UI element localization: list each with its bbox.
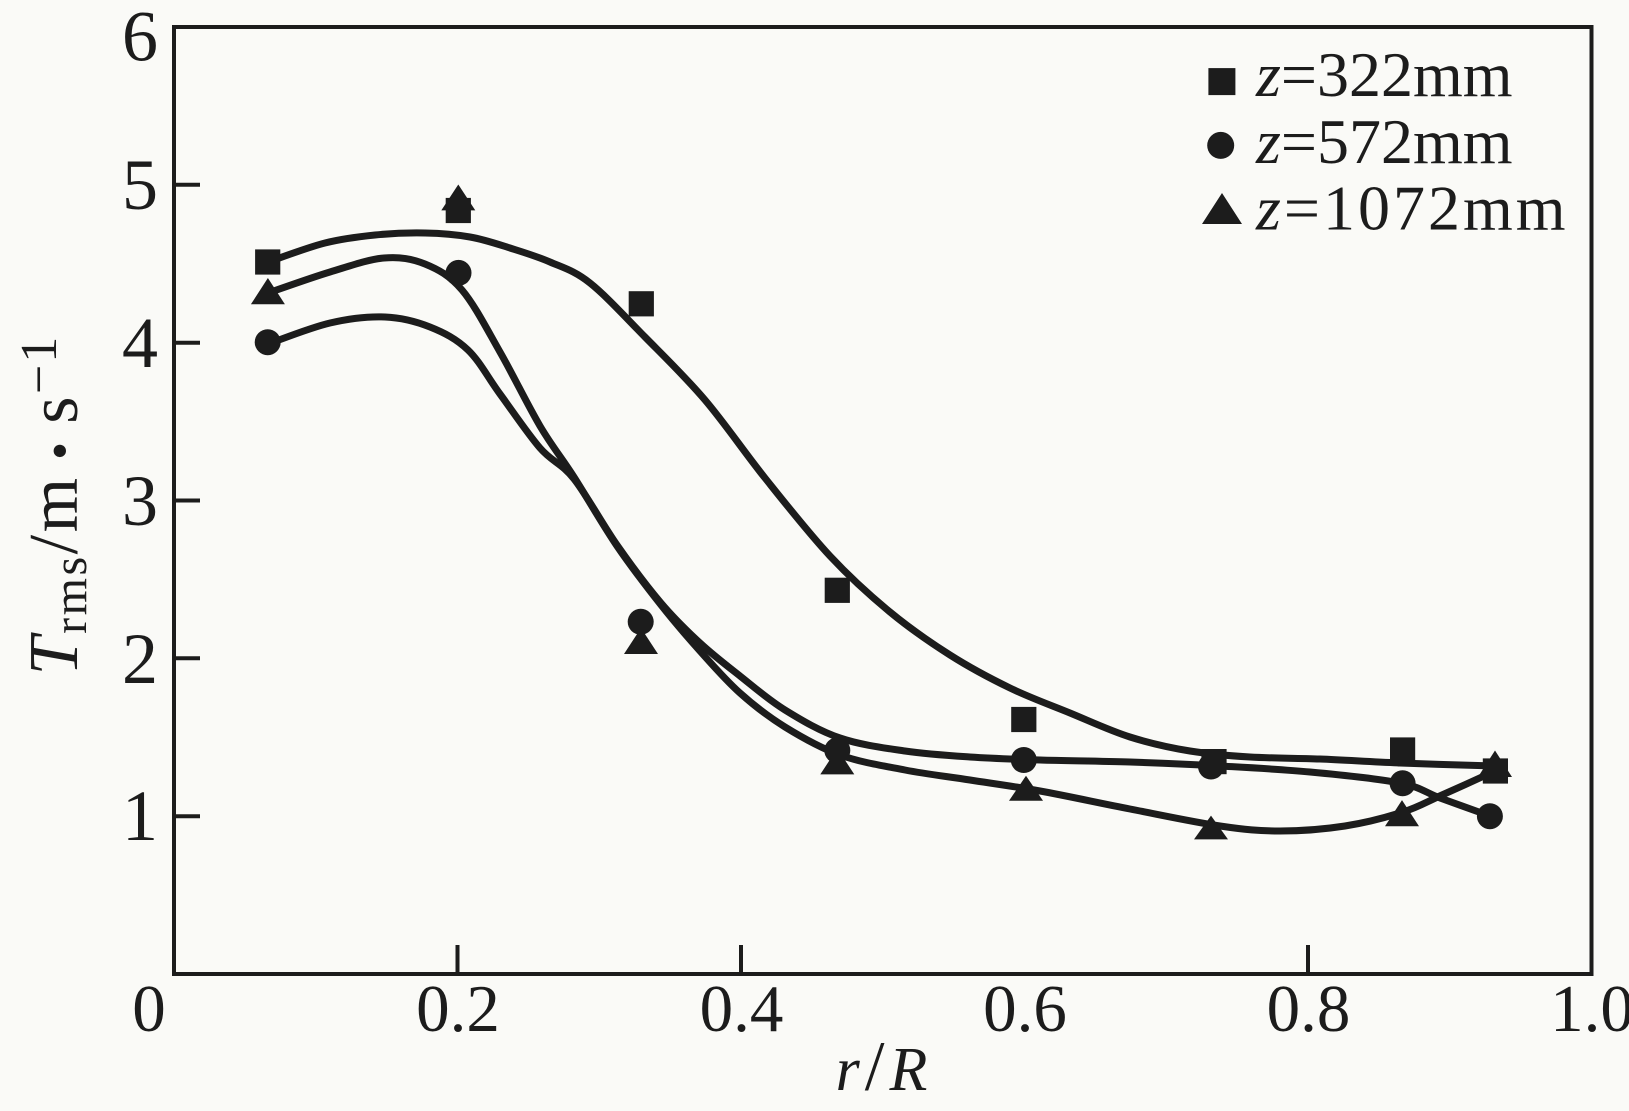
svg-text:2: 2 (122, 619, 158, 699)
svg-text:r/R: r/R (836, 1028, 933, 1106)
svg-text:z=322mm: z=322mm (1255, 39, 1513, 110)
svg-text:0.8: 0.8 (1267, 972, 1351, 1046)
svg-text:1: 1 (122, 776, 158, 856)
svg-text:5: 5 (122, 145, 158, 225)
svg-text:0.2: 0.2 (416, 972, 500, 1046)
svg-text:z=572mm: z=572mm (1255, 106, 1513, 177)
svg-text:0.6: 0.6 (983, 972, 1067, 1046)
svg-text:3: 3 (122, 461, 158, 541)
svg-text:6: 6 (122, 0, 158, 77)
svg-text:z=1072mm: z=1072mm (1255, 173, 1569, 244)
svg-text:1.0: 1.0 (1550, 972, 1629, 1046)
svg-text:0: 0 (132, 972, 166, 1046)
svg-text:Trms/m • s−1: Trms/m • s−1 (11, 335, 96, 676)
svg-text:4: 4 (122, 303, 158, 383)
svg-text:0.4: 0.4 (700, 972, 784, 1046)
